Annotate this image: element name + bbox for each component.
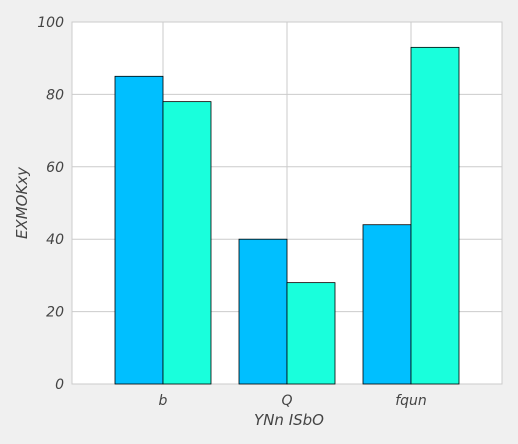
x-tick-label: fqun bbox=[395, 393, 427, 409]
bar-series-2-b bbox=[162, 101, 212, 385]
y-axis-label: EXMOKxy bbox=[13, 166, 31, 239]
y-tick-label: 80 bbox=[46, 87, 64, 103]
y-tick-label: 40 bbox=[46, 232, 64, 248]
x-axis-label: YNn ISbO bbox=[254, 411, 324, 429]
bar-series-2-Q bbox=[286, 282, 336, 385]
y-tick-label: 60 bbox=[46, 160, 64, 176]
y-tick-label: 100 bbox=[37, 15, 64, 31]
bar-series-1-Q bbox=[238, 238, 288, 385]
bars bbox=[114, 46, 460, 385]
bar-series-2-fqun bbox=[410, 46, 460, 385]
y-tick-label: 0 bbox=[55, 377, 64, 393]
x-tick-label: b bbox=[159, 393, 168, 409]
bar-series-1-b bbox=[114, 75, 164, 385]
x-tick-label: Q bbox=[281, 393, 292, 409]
bar-series-1-fqun bbox=[362, 224, 412, 385]
y-tick-label: 20 bbox=[46, 305, 64, 321]
